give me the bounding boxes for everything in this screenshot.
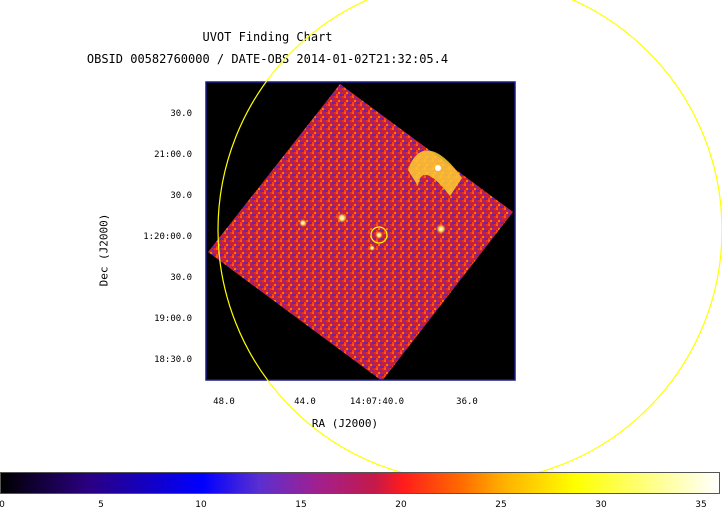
colorbar-tick: 0 [0,500,5,510]
y-tick-label: 21:00.0 [154,150,192,160]
star-source [299,219,307,227]
star-source [369,245,375,251]
x-axis-label: RA (J2000) [311,417,379,430]
x-tick-label: 36.0 [456,397,478,407]
colorbar-tick: 15 [295,500,307,510]
bright-star-halo [408,150,462,196]
y-tick-label: 30.0 [170,273,192,283]
x-tick-label: 48.0 [213,397,235,407]
colorbar-tick: 30 [595,500,607,510]
colorbar-tick: 5 [98,500,104,510]
colorbar [0,472,720,494]
y-tick-label: 19:00.0 [154,314,192,324]
colorbar-tick: 10 [195,500,207,510]
chart-title: UVOT Finding Chart [202,30,333,44]
y-tick-label: 1:20:00.0 [143,232,192,242]
star-source [436,224,446,234]
x-tick-label: 44.0 [294,397,316,407]
colorbar-tick: 35 [695,500,707,510]
target-source [375,231,383,239]
y-tick-label: 18:30.0 [154,355,192,365]
colorbar-tick: 20 [395,500,407,510]
bright-star [435,165,441,171]
star-source [337,213,347,223]
y-tick-label: 30.0 [170,109,192,119]
colorbar-tick: 25 [495,500,507,510]
chart-subtitle: OBSID 00582760000 / DATE-OBS 2014-01-02T… [86,52,449,66]
y-axis-label: Dec (J2000) [97,213,111,287]
y-tick-label: 30.0 [170,191,192,201]
image-frame [205,81,516,381]
x-tick-label: 14:07:40.0 [349,397,405,407]
target-marker-circle [370,226,388,244]
